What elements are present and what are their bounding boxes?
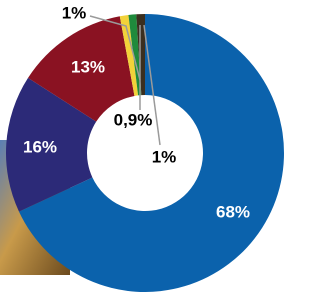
- data-label: 0,9%: [114, 110, 153, 129]
- data-label: 1%: [152, 147, 177, 166]
- data-label: 16%: [23, 137, 57, 156]
- data-label: 1%: [62, 3, 87, 22]
- chart: 68% 16% 13% 1% 0,9% 1%: [0, 0, 287, 292]
- data-label: 68%: [216, 202, 250, 221]
- data-label: 13%: [71, 57, 105, 76]
